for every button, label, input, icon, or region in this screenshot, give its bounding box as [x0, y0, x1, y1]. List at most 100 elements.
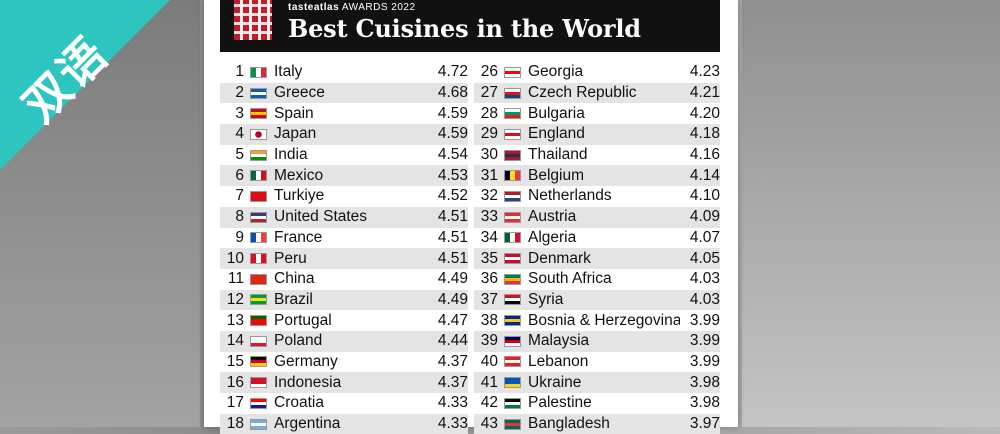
- score-value: 4.37: [437, 373, 468, 391]
- background-right: [742, 0, 1000, 427]
- rank-number: 31: [480, 166, 498, 184]
- greece-flag-icon: [250, 87, 267, 99]
- rank-number: 42: [480, 394, 498, 412]
- table-row: 31 Belgium 4.14: [474, 165, 720, 187]
- country-name: Denmark: [528, 249, 591, 267]
- rank-number: 8: [235, 208, 244, 226]
- score-value: 4.37: [437, 352, 468, 370]
- rank-number: 29: [480, 125, 498, 143]
- rank-number: 30: [480, 146, 498, 164]
- score-value: 3.99: [689, 332, 720, 350]
- lebanon-flag-icon: [504, 356, 521, 368]
- score-value: 4.23: [689, 63, 720, 81]
- score-value: 4.10: [689, 187, 720, 205]
- table-row: 8 United States 4.51: [220, 206, 468, 228]
- table-row: 11 China 4.49: [220, 269, 468, 290]
- palestine-flag-icon: [504, 397, 521, 409]
- table-row: 2 Greece 4.68: [220, 82, 468, 104]
- belgium-flag-icon: [504, 170, 521, 182]
- score-value: 4.16: [689, 146, 720, 164]
- table-row: 14 Poland 4.44: [220, 330, 468, 352]
- rank-number: 10: [226, 249, 244, 267]
- header-banner: tasteatlas AWARDS 2022 Best Cuisines in …: [220, 0, 720, 52]
- bulgaria-flag-icon: [504, 108, 521, 120]
- table-row: 1 Italy 4.72: [220, 62, 468, 83]
- country-name: Georgia: [528, 63, 584, 81]
- rank-number: 4: [235, 125, 244, 143]
- rank-number: 12: [226, 290, 244, 308]
- argentina-flag-icon: [250, 418, 267, 430]
- peru-flag-icon: [250, 253, 267, 265]
- awards-label: AWARDS 2022: [341, 2, 416, 13]
- poland-flag-icon: [250, 335, 267, 347]
- rank-number: 15: [226, 352, 244, 370]
- score-value: 4.49: [437, 290, 468, 308]
- brand-name: tasteatlas: [288, 2, 340, 13]
- rank-number: 7: [235, 187, 244, 205]
- score-value: 4.52: [437, 187, 468, 205]
- country-name: Lebanon: [528, 352, 589, 370]
- score-value: 4.14: [689, 166, 720, 184]
- country-name: France: [274, 228, 323, 246]
- score-value: 4.51: [437, 249, 468, 267]
- country-name: Italy: [274, 63, 303, 81]
- table-row: 27 Czech Republic 4.21: [474, 82, 720, 104]
- country-name: Ukraine: [528, 373, 582, 391]
- table-row: 34 Algeria 4.07: [474, 228, 720, 249]
- score-value: 4.03: [689, 270, 720, 288]
- score-value: 3.99: [689, 311, 720, 329]
- country-name: Greece: [274, 84, 325, 102]
- table-row: 26 Georgia 4.23: [474, 62, 720, 83]
- table-row: 39 Malaysia 3.99: [474, 330, 720, 352]
- score-value: 4.05: [689, 249, 720, 267]
- country-name: Algeria: [528, 228, 577, 246]
- syria-flag-icon: [504, 294, 521, 306]
- table-row: 16 Indonesia 4.37: [220, 372, 468, 393]
- country-name: Bangladesh: [528, 415, 610, 433]
- score-value: 3.97: [689, 415, 720, 433]
- table-row: 13 Portugal 4.47: [220, 310, 468, 331]
- japan-flag-icon: [250, 128, 267, 140]
- score-value: 4.33: [437, 394, 468, 412]
- table-row: 43 Bangladesh 3.97: [474, 413, 720, 434]
- spain-flag-icon: [250, 108, 267, 120]
- score-value: 4.20: [689, 104, 720, 122]
- country-name: Bosnia & Herzegovina: [528, 311, 680, 329]
- country-name: Malaysia: [528, 332, 590, 350]
- country-name: Mexico: [274, 166, 324, 184]
- rank-number: 13: [226, 311, 244, 329]
- table-row: 36 South Africa 4.03: [474, 269, 720, 290]
- table-row: 41 Ukraine 3.98: [474, 372, 720, 393]
- table-row: 33 Austria 4.09: [474, 206, 720, 228]
- badge-triangle: [0, 0, 170, 170]
- table-row: 37 Syria 4.03: [474, 289, 720, 311]
- country-name: England: [528, 125, 585, 143]
- brand-line: tasteatlas AWARDS 2022: [288, 2, 416, 13]
- bosnia-flag-icon: [504, 315, 521, 327]
- rank-number: 9: [235, 228, 244, 246]
- table-row: 17 Croatia 4.33: [220, 393, 468, 414]
- rank-number: 41: [480, 373, 498, 391]
- score-value: 4.03: [689, 290, 720, 308]
- china-flag-icon: [250, 273, 267, 285]
- rank-number: 17: [226, 394, 244, 412]
- score-value: 4.59: [437, 125, 468, 143]
- table-row: 9 France 4.51: [220, 228, 468, 249]
- rank-number: 32: [480, 187, 498, 205]
- table-row: 15 Germany 4.37: [220, 352, 468, 373]
- table-row: 5 India 4.54: [220, 145, 468, 166]
- table-row: 12 Brazil 4.49: [220, 289, 468, 311]
- algeria-flag-icon: [504, 232, 521, 244]
- score-value: 4.44: [437, 332, 468, 350]
- table-row: 4 Japan 4.59: [220, 124, 468, 145]
- country-name: Indonesia: [274, 373, 342, 391]
- rank-number: 40: [480, 352, 498, 370]
- rank-number: 18: [226, 415, 244, 433]
- netherlands-flag-icon: [504, 190, 521, 202]
- denmark-flag-icon: [504, 253, 521, 265]
- ukraine-flag-icon: [504, 377, 521, 389]
- rank-number: 14: [226, 332, 244, 350]
- score-value: 4.07: [689, 228, 720, 246]
- table-row: 38 Bosnia & Herzegovina 3.99: [474, 310, 720, 331]
- rank-number: 26: [480, 63, 498, 81]
